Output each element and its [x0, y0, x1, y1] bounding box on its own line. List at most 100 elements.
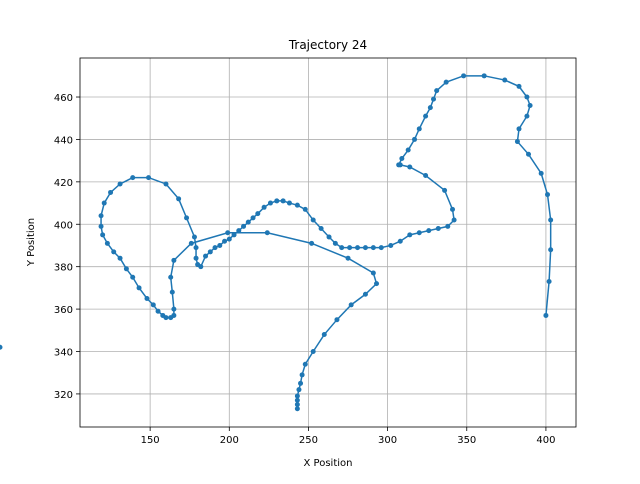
- point: [347, 245, 353, 251]
- point: [98, 213, 104, 219]
- point: [108, 189, 114, 195]
- point: [168, 315, 174, 321]
- x-tick-label: 150: [141, 435, 160, 446]
- point: [274, 198, 280, 204]
- point: [176, 196, 182, 202]
- point: [310, 349, 316, 355]
- point: [104, 240, 110, 246]
- point: [136, 285, 142, 291]
- point: [399, 156, 405, 162]
- point: [294, 202, 300, 208]
- point: [302, 361, 308, 367]
- point: [310, 217, 316, 223]
- point: [527, 103, 533, 109]
- point: [548, 247, 554, 253]
- point: [267, 200, 273, 206]
- point: [264, 230, 270, 236]
- point: [321, 332, 327, 338]
- point: [168, 274, 174, 280]
- point: [416, 230, 422, 236]
- point: [526, 151, 532, 157]
- point: [150, 302, 156, 308]
- point: [443, 79, 449, 85]
- point: [451, 217, 457, 223]
- point: [538, 170, 544, 176]
- point: [345, 255, 351, 261]
- y-tick-label: 440: [54, 135, 73, 146]
- point: [423, 172, 429, 178]
- y-tick-label: 340: [54, 348, 73, 359]
- point: [309, 240, 315, 246]
- point: [524, 94, 530, 100]
- point: [222, 238, 228, 244]
- point: [546, 279, 552, 285]
- point: [296, 387, 302, 393]
- x-tick-label: 350: [457, 435, 476, 446]
- x-tick-label: 400: [536, 435, 555, 446]
- point: [171, 257, 177, 263]
- point: [442, 187, 448, 193]
- point: [203, 253, 209, 259]
- point: [426, 228, 432, 234]
- point: [545, 192, 551, 198]
- point: [396, 162, 402, 168]
- point: [548, 217, 554, 223]
- point: [370, 270, 376, 276]
- point: [294, 406, 300, 412]
- point: [146, 175, 152, 181]
- point: [326, 234, 332, 240]
- point: [100, 232, 106, 238]
- x-tick-label: 250: [299, 435, 318, 446]
- point: [130, 274, 136, 280]
- point: [355, 245, 361, 251]
- point: [516, 126, 522, 132]
- point: [370, 245, 376, 251]
- point: [225, 230, 231, 236]
- point: [431, 96, 437, 102]
- point: [169, 289, 175, 295]
- point: [362, 291, 368, 297]
- point: [412, 136, 418, 142]
- y-tick-label: 380: [54, 263, 73, 274]
- point: [388, 242, 394, 248]
- point: [339, 245, 345, 251]
- point: [163, 181, 169, 187]
- x-tick-label: 300: [378, 435, 397, 446]
- point: [332, 240, 338, 246]
- y-tick-label: 320: [54, 390, 73, 401]
- point: [245, 219, 251, 225]
- chart-title: Trajectory 24: [288, 38, 367, 52]
- point: [407, 164, 413, 170]
- y-tick-label: 360: [54, 305, 73, 316]
- point: [423, 113, 429, 119]
- point: [144, 295, 150, 301]
- point: [348, 302, 354, 308]
- y-tick-label: 400: [54, 220, 73, 231]
- plot-frame: [79, 57, 577, 428]
- point: [334, 317, 340, 323]
- point: [280, 198, 286, 204]
- point: [374, 281, 380, 287]
- point: [184, 215, 190, 221]
- point: [123, 266, 129, 272]
- point: [397, 238, 403, 244]
- point: [188, 240, 194, 246]
- point: [318, 226, 324, 232]
- point: [362, 245, 368, 251]
- point: [294, 393, 300, 399]
- point: [378, 245, 384, 251]
- point: [198, 264, 204, 270]
- y-tick-label: 420: [54, 178, 73, 189]
- point: [261, 204, 267, 210]
- point: [255, 211, 261, 217]
- point: [241, 223, 247, 229]
- point: [416, 126, 422, 132]
- point: [212, 245, 218, 251]
- y-axis-label: Y Position: [26, 218, 37, 267]
- point: [405, 147, 411, 153]
- point: [117, 181, 123, 187]
- point: [461, 73, 467, 79]
- point: [171, 306, 177, 312]
